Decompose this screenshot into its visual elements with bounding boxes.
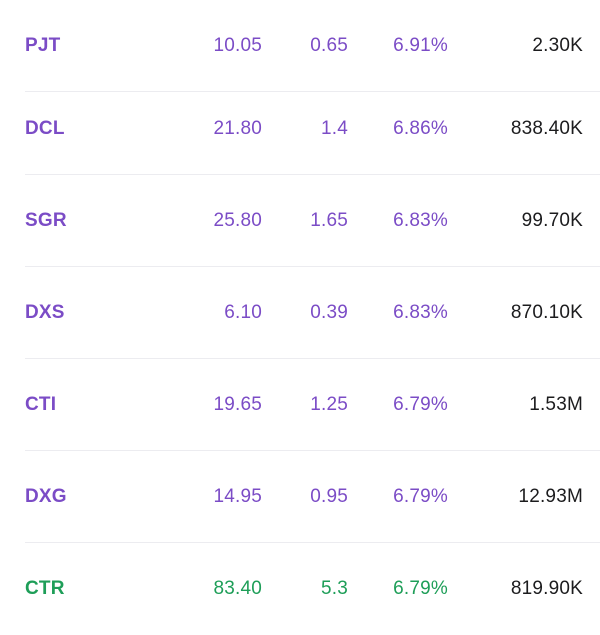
row-divider xyxy=(25,450,600,451)
row-divider xyxy=(25,358,600,359)
stock-row-pjt[interactable]: PJT 10.05 0.65 6.91% 2.30K xyxy=(0,0,600,92)
stock-change-percent: 6.83% xyxy=(393,302,448,323)
stock-symbol: CTI xyxy=(25,394,57,415)
stock-change: 1.25 xyxy=(310,394,348,415)
stock-price: 19.65 xyxy=(213,394,262,415)
stock-change: 5.3 xyxy=(320,578,348,599)
stock-row-dcl[interactable]: DCL 21.80 1.4 6.86% 838.40K xyxy=(0,83,600,175)
stock-volume: 2.30K xyxy=(532,35,583,56)
stock-symbol: DXG xyxy=(25,486,67,507)
stock-volume: 12.93M xyxy=(518,486,583,507)
row-divider xyxy=(25,174,600,175)
stock-list: PJT 10.05 0.65 6.91% 2.30K DCL 21.80 1.4… xyxy=(0,0,600,599)
stock-change: 1.65 xyxy=(310,210,348,231)
stock-volume: 1.53M xyxy=(529,394,583,415)
stock-symbol: PJT xyxy=(25,35,61,56)
stock-change: 0.95 xyxy=(310,486,348,507)
stock-change: 0.65 xyxy=(310,35,348,56)
stock-change-percent: 6.79% xyxy=(393,578,448,599)
stock-change: 1.4 xyxy=(320,118,348,139)
stock-change-percent: 6.86% xyxy=(393,118,448,139)
stock-row-ctr[interactable]: CTR 83.40 5.3 6.79% 819.90K xyxy=(0,543,600,635)
stock-change-percent: 6.79% xyxy=(393,394,448,415)
stock-volume: 99.70K xyxy=(521,210,583,231)
stock-volume: 870.10K xyxy=(510,302,583,323)
stock-row-cti[interactable]: CTI 19.65 1.25 6.79% 1.53M xyxy=(0,359,600,451)
stock-price: 10.05 xyxy=(213,35,262,56)
row-divider xyxy=(25,266,600,267)
stock-change-percent: 6.79% xyxy=(393,486,448,507)
stock-symbol: DCL xyxy=(25,118,65,139)
stock-change: 0.39 xyxy=(310,302,348,323)
row-divider xyxy=(25,91,600,92)
stock-row-sgr[interactable]: SGR 25.80 1.65 6.83% 99.70K xyxy=(0,175,600,267)
stock-symbol: DXS xyxy=(25,302,65,323)
row-divider xyxy=(25,542,600,543)
stock-price: 83.40 xyxy=(213,578,262,599)
stock-volume: 819.90K xyxy=(510,578,583,599)
stock-price: 14.95 xyxy=(213,486,262,507)
stock-symbol: CTR xyxy=(25,578,65,599)
stock-volume: 838.40K xyxy=(510,118,583,139)
stock-price: 21.80 xyxy=(213,118,262,139)
stock-row-dxg[interactable]: DXG 14.95 0.95 6.79% 12.93M xyxy=(0,451,600,543)
stock-symbol: SGR xyxy=(25,210,67,231)
stock-price: 6.10 xyxy=(224,302,262,323)
stock-change-percent: 6.83% xyxy=(393,210,448,231)
stock-row-dxs[interactable]: DXS 6.10 0.39 6.83% 870.10K xyxy=(0,267,600,359)
stock-price: 25.80 xyxy=(213,210,262,231)
stock-change-percent: 6.91% xyxy=(393,35,448,56)
